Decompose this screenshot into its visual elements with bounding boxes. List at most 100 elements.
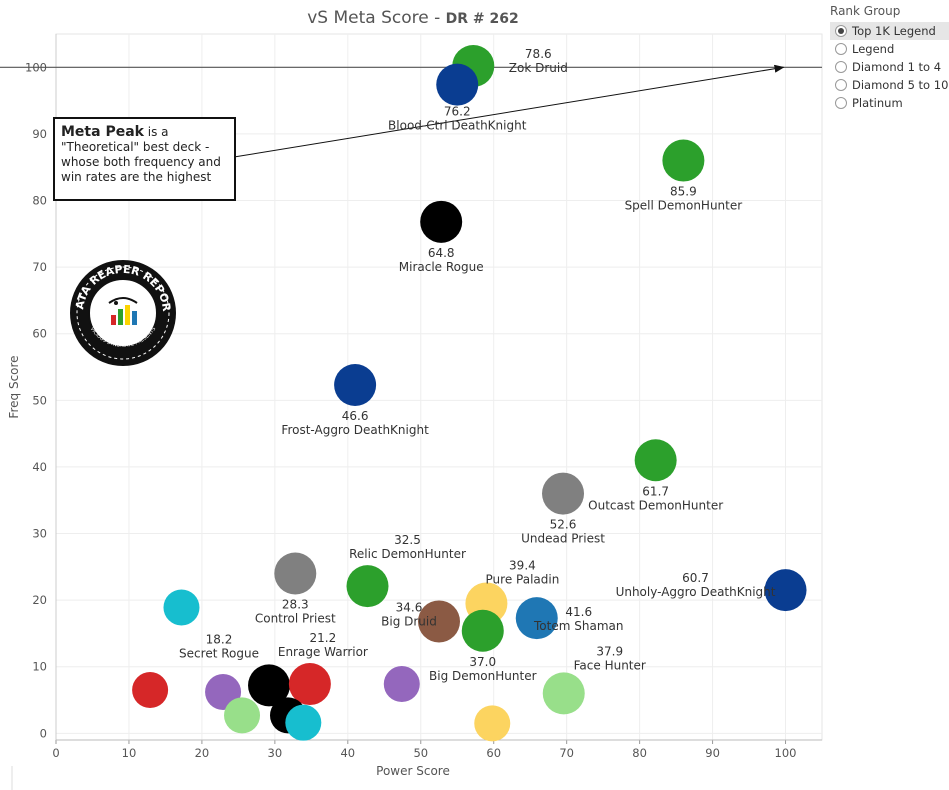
scatter-point[interactable]	[461, 609, 504, 652]
scatter-point[interactable]	[248, 664, 291, 707]
x-tick-label: 60	[486, 746, 501, 760]
point-name-label: Unholy-Aggro DeathKnight	[616, 585, 776, 599]
point-name-label: Zok Druid	[509, 61, 568, 75]
rank-option-top-1k-legend[interactable]: Top 1K Legend	[830, 22, 949, 40]
scatter-point[interactable]	[662, 139, 705, 182]
scatter-point[interactable]	[132, 672, 169, 709]
point-name-label: Big Druid	[381, 614, 437, 628]
x-tick-label: 0	[52, 746, 59, 760]
point-score-label: 78.6	[525, 47, 552, 61]
scatter-point[interactable]	[542, 472, 585, 515]
meta-peak-annotation: Meta Peak is a "Theoretical" best deck -…	[53, 117, 236, 201]
scatter-point[interactable]	[383, 666, 420, 703]
point-name-label: Relic DemonHunter	[349, 547, 466, 561]
scatter-point[interactable]	[474, 705, 511, 742]
chart-subtitle: DR # 262	[445, 11, 519, 27]
point-score-label: 32.5	[394, 533, 421, 547]
scatter-point[interactable]	[418, 600, 460, 643]
chart-title: vS Meta Score - DR # 262	[307, 8, 519, 28]
point-name-label: Control Priest	[255, 611, 336, 625]
point-score-label: 21.2	[310, 631, 337, 645]
rank-option-diamond-5-to-10[interactable]: Diamond 5 to 10	[830, 76, 949, 94]
y-tick-label: 80	[32, 194, 47, 208]
point-score-label: 37.0	[469, 655, 496, 669]
scatter-point[interactable]	[285, 704, 322, 741]
point-score-label: 37.9	[596, 644, 623, 658]
point-name-label: Frost-Aggro DeathKnight	[281, 423, 429, 437]
scatter-point[interactable]	[334, 364, 377, 407]
annotation-title: Meta Peak	[61, 124, 144, 140]
radio-icon[interactable]	[835, 25, 847, 37]
radio-icon[interactable]	[835, 61, 847, 73]
data-reaper-logo: DATA REAPER REPORT VICIOUS SYNDICATE PRE…	[69, 259, 176, 366]
point-name-label: Outcast DemonHunter	[588, 498, 723, 512]
x-tick-label: 40	[340, 746, 355, 760]
point-name-label: Face Hunter	[574, 658, 646, 672]
point-score-label: 60.7	[682, 571, 709, 585]
y-tick-label: 60	[32, 327, 47, 341]
scatter-point[interactable]	[346, 565, 389, 608]
x-tick-label: 10	[122, 746, 137, 760]
scatter-point[interactable]	[288, 663, 331, 706]
x-tick-label: 70	[559, 746, 574, 760]
point-name-label: Spell DemonHunter	[625, 199, 743, 213]
x-tick-label: 90	[705, 746, 720, 760]
rank-option-label: Diamond 1 to 4	[852, 60, 942, 74]
point-name-label: Secret Rogue	[179, 646, 259, 660]
point-score-label: 76.2	[444, 105, 471, 119]
rank-option-label: Diamond 5 to 10	[852, 78, 949, 92]
point-score-label: 64.8	[428, 246, 455, 260]
point-name-label: Enrage Warrior	[278, 645, 368, 659]
point-name-label: Undead Priest	[521, 532, 605, 546]
scatter-point[interactable]	[634, 439, 677, 482]
chart-title-main: vS Meta Score	[307, 8, 429, 28]
x-tick-label: 20	[195, 746, 210, 760]
x-tick-label: 100	[775, 746, 797, 760]
radio-icon[interactable]	[835, 97, 847, 109]
scatter-point[interactable]	[163, 589, 200, 626]
rank-option-platinum[interactable]: Platinum	[830, 94, 949, 112]
scatter-point[interactable]	[515, 597, 558, 640]
scatter-point[interactable]	[420, 200, 463, 243]
scatter-point[interactable]	[764, 569, 807, 612]
points-layer	[132, 44, 807, 742]
annotation-text: is a "Theoretical" best deck - whose bot…	[61, 125, 221, 184]
y-tick-label: 0	[40, 726, 47, 740]
point-score-label: 39.4	[509, 558, 536, 572]
x-tick-label: 80	[632, 746, 647, 760]
point-name-label: Pure Paladin	[486, 572, 560, 586]
rank-group-filter: Rank Group Top 1K Legend Legend Diamond 1 …	[830, 4, 949, 112]
y-axis-label: Freq Score	[7, 355, 21, 418]
point-score-label: 52.6	[550, 518, 577, 532]
y-tick-label: 50	[32, 393, 47, 407]
scatter-plot: 0 10 20 30 40 50 60 70 80 90 100 0 10 20 30 40 50 60 70 80 9…	[0, 33, 823, 790]
point-score-label: 34.6	[396, 600, 423, 614]
point-name-label: Miracle Rogue	[399, 260, 484, 274]
rank-option-label: Platinum	[852, 96, 903, 110]
radio-icon[interactable]	[835, 43, 847, 55]
y-tick-label: 10	[32, 660, 47, 674]
rank-group-title: Rank Group	[830, 4, 901, 18]
point-score-label: 18.2	[206, 632, 233, 646]
radio-icon[interactable]	[835, 79, 847, 91]
scatter-point[interactable]	[224, 697, 261, 734]
rank-option-label: Legend	[852, 42, 895, 56]
scatter-point[interactable]	[436, 63, 479, 106]
y-tick-label: 70	[32, 260, 47, 274]
rank-option-legend[interactable]: Legend	[830, 40, 949, 58]
y-tick-label: 20	[32, 593, 47, 607]
scatter-point[interactable]	[274, 552, 317, 595]
point-name-label: Blood-Ctrl DeathKnight	[388, 119, 527, 133]
x-axis-label: Power Score	[376, 764, 450, 778]
rank-option-diamond-1-to-4[interactable]: Diamond 1 to 4	[830, 58, 949, 76]
point-score-label: 46.6	[342, 409, 369, 423]
y-tick-label: 40	[32, 460, 47, 474]
scatter-point[interactable]	[542, 672, 585, 715]
point-score-label: 61.7	[642, 484, 669, 498]
point-name-label: Big DemonHunter	[429, 669, 537, 683]
point-score-label: 28.3	[282, 597, 309, 611]
x-tick-label: 50	[413, 746, 428, 760]
meta-peak-arrow	[233, 64, 785, 158]
y-tick-label: 90	[32, 127, 47, 141]
